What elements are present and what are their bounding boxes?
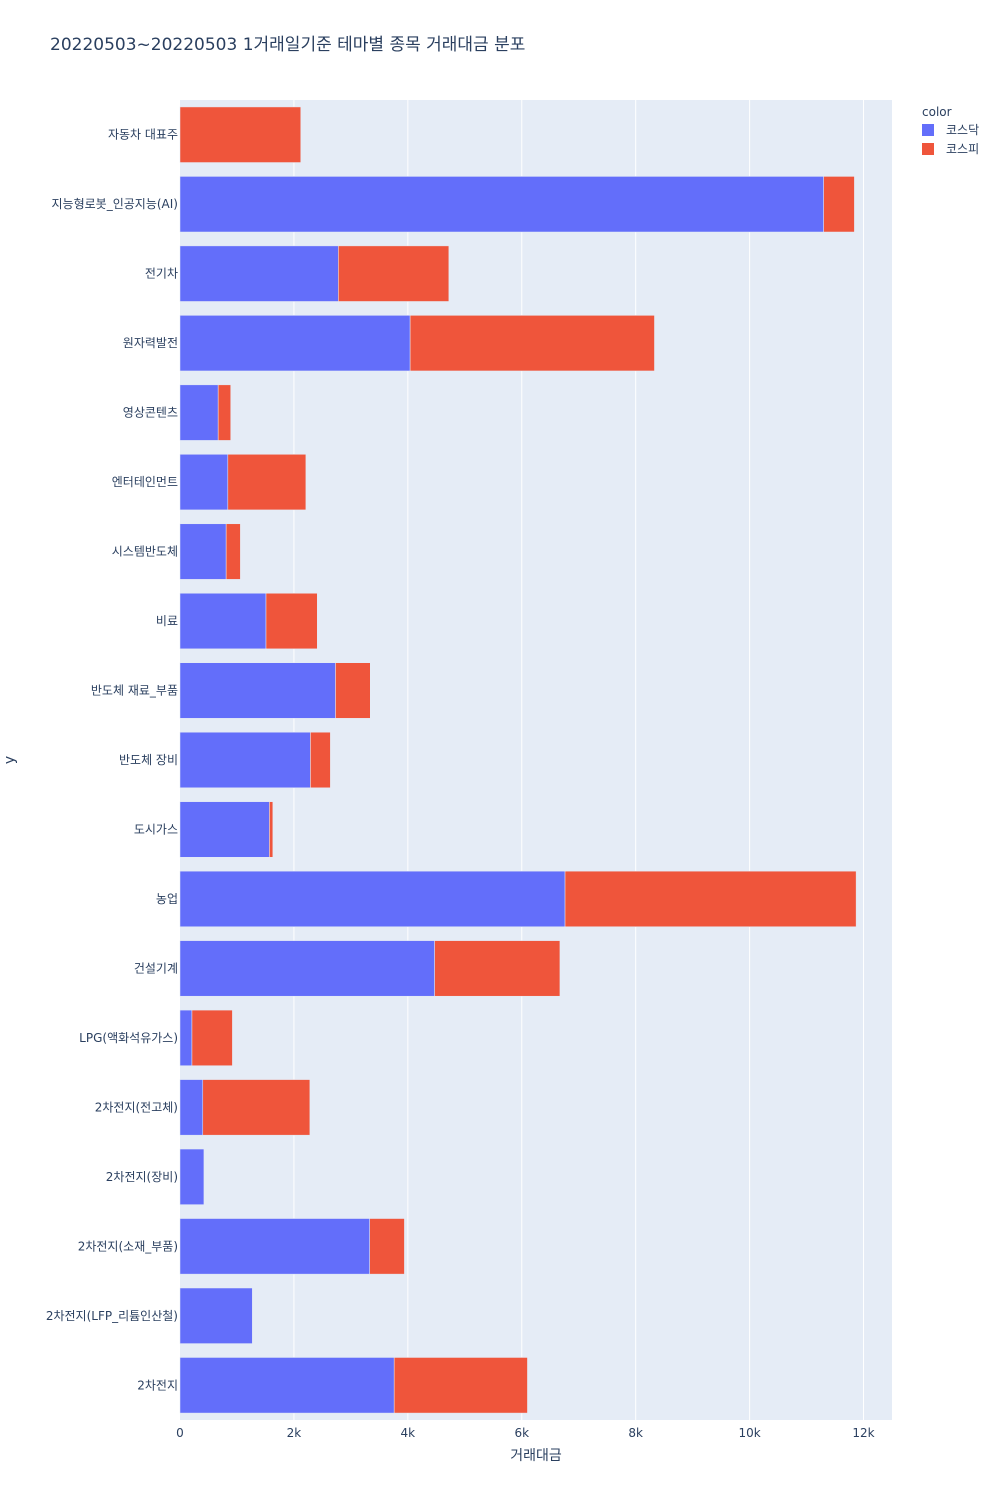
bar-kosdaq <box>179 1009 193 1066</box>
bar-kospi <box>269 801 274 858</box>
bar-kosdaq <box>179 1148 205 1205</box>
bar-kosdaq <box>179 1079 204 1136</box>
bar-kospi <box>335 662 371 719</box>
bar-kosdaq <box>179 593 267 650</box>
bar-kosdaq <box>179 315 411 372</box>
y-tick-label: 비료 <box>156 614 178 628</box>
y-axis-title: y <box>2 756 18 764</box>
y-tick-label: 2차전지(전고체) <box>95 1100 178 1114</box>
bar-kospi <box>227 454 307 511</box>
bar-kospi <box>191 1009 233 1066</box>
bars <box>179 106 857 1414</box>
bar-kosdaq <box>179 870 566 927</box>
bar-kospi <box>409 315 655 372</box>
y-tick-label: 반도체 장비 <box>119 753 178 767</box>
bar-kosdaq <box>179 940 435 997</box>
bar-kospi <box>202 1079 311 1136</box>
y-tick-label: 시스템반도체 <box>112 545 178 559</box>
y-tick-label: 전기차 <box>145 267 178 281</box>
y-tick-label: 지능형로봇_인공지능(AI) <box>52 197 178 211</box>
legend-label-kospi[interactable]: 코스피 <box>946 142 979 156</box>
bar-kosdaq <box>179 1218 370 1275</box>
y-tick-label: 건설기계 <box>134 961 178 975</box>
bar-kospi <box>225 523 241 580</box>
y-tick-label: 도시가스 <box>134 822 178 836</box>
bar-kosdaq <box>179 523 227 580</box>
legend-title: color <box>922 105 952 119</box>
bar-kosdaq <box>179 662 336 719</box>
y-tick-label: 영상콘텐츠 <box>123 406 178 420</box>
y-tick-label: LPG(액화석유가스) <box>79 1031 178 1045</box>
bar-kospi <box>217 384 231 441</box>
y-tick-label: 엔터테인먼트 <box>112 475 178 489</box>
bar-kospi <box>564 870 857 927</box>
bar-kosdaq <box>179 1287 253 1344</box>
bar-kosdaq <box>179 176 824 233</box>
chart-title: 20220503~20220503 1거래일기준 테마별 종목 거래대금 분포 <box>50 35 525 55</box>
bar-kosdaq <box>179 245 339 302</box>
y-tick-label: 2차전지 <box>137 1378 178 1392</box>
bar-kosdaq <box>179 384 219 441</box>
bar-kospi <box>338 245 450 302</box>
x-tick-label: 8k <box>628 1426 643 1440</box>
bar-kospi <box>434 940 561 997</box>
x-tick-label: 6k <box>514 1426 529 1440</box>
y-tick-label: 자동차 대표주 <box>108 128 178 142</box>
x-tick-label: 2k <box>287 1426 302 1440</box>
bar-kospi <box>393 1357 528 1414</box>
bar-kospi <box>369 1218 405 1275</box>
bar-kosdaq <box>179 731 311 789</box>
legend-swatch-kosdaq[interactable] <box>922 124 934 136</box>
x-tick-label: 0 <box>176 1426 184 1440</box>
bar-kosdaq <box>179 454 229 511</box>
y-tick-label: 원자력발전 <box>123 336 178 350</box>
bar-kospi <box>265 593 318 650</box>
y-tick-label: 2차전지(LFP_리튬인산철) <box>46 1309 178 1323</box>
x-tick-label: 4k <box>401 1426 416 1440</box>
y-tick-label: 2차전지(소재_부품) <box>78 1239 178 1253</box>
x-axis-title: 거래대금 <box>510 1448 562 1464</box>
y-tick-label: 2차전지(장비) <box>106 1170 178 1184</box>
legend-swatch-kospi[interactable] <box>922 143 934 155</box>
bar-kospi <box>310 731 331 789</box>
bar-kosdaq <box>179 801 270 858</box>
bar-kospi <box>823 176 855 233</box>
bar-kospi <box>179 106 302 163</box>
x-tick-label: 12k <box>852 1426 874 1440</box>
bar-kosdaq <box>179 1357 395 1414</box>
x-tick-label: 10k <box>738 1426 760 1440</box>
y-tick-label: 농업 <box>156 892 178 906</box>
legend-label-kosdaq[interactable]: 코스닥 <box>946 123 979 137</box>
y-tick-label: 반도체 재료_부품 <box>91 684 178 698</box>
x-tick-labels: 0 2k 4k 6k 8k 10k 12k <box>176 1426 875 1440</box>
